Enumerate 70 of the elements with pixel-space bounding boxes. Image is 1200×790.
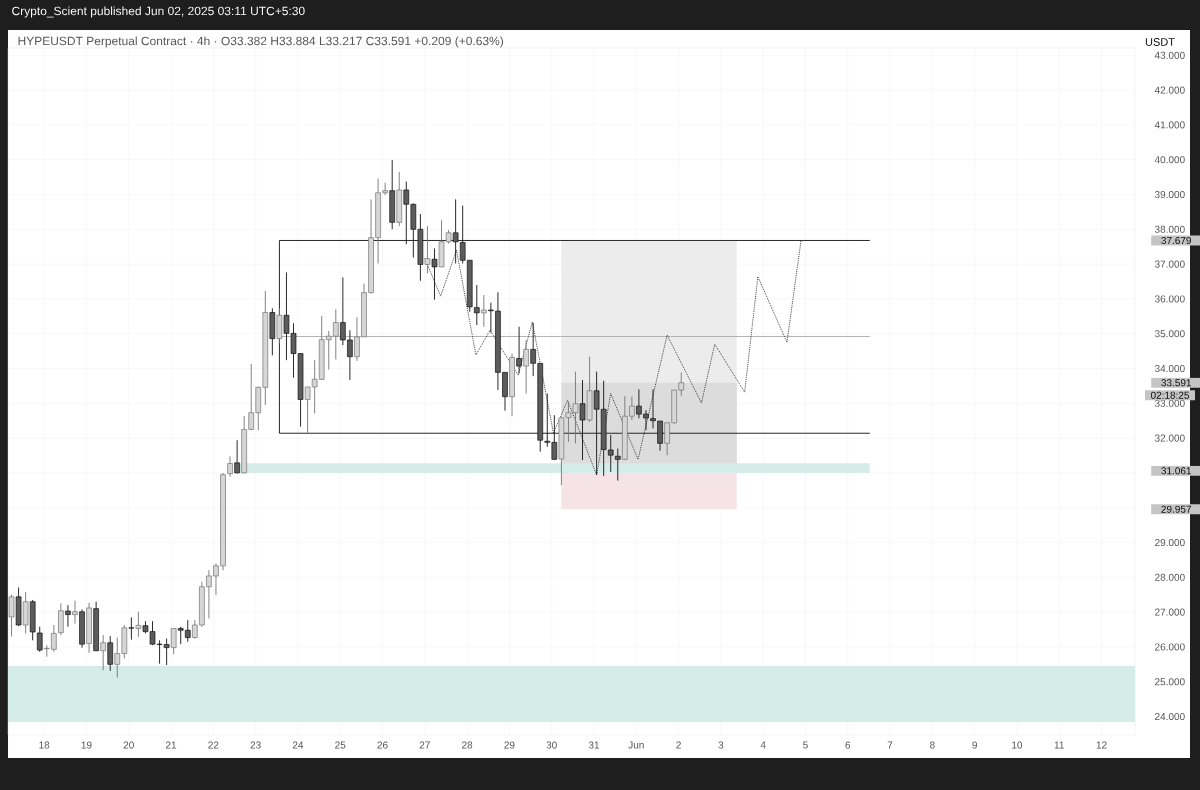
x-tick-label: 26: [377, 741, 388, 749]
candlestick: [227, 455, 233, 478]
y2-tick-label: 37.679: [1161, 236, 1192, 245]
x-tick-label: 22: [208, 741, 219, 749]
x-tick-label: 28: [462, 741, 473, 749]
y-tick-label: 28.000: [1155, 573, 1185, 581]
candlestick: [481, 294, 487, 328]
y-tick-label: 39.000: [1154, 190, 1185, 199]
x-tick-label: 5: [803, 741, 808, 749]
y-tick-label: 37.000: [1154, 260, 1185, 268]
chart-subtitle: Crypto_Scient published Jun 02, 2025 03:11 UTC+5:30: [12, 6, 305, 18]
x-tick-label: 10: [1012, 741, 1023, 749]
x-tick-label: 23: [250, 741, 261, 749]
y-tick-label: 27.000: [1155, 608, 1185, 616]
x-tick-label: 27: [419, 741, 430, 749]
y-tick-label: 42.000: [1154, 86, 1185, 94]
x-tick-label: 18: [39, 741, 50, 749]
candlestick: [135, 611, 142, 638]
x-tick-label: 6: [845, 741, 851, 749]
candlestick: [65, 604, 71, 628]
candlestick: [22, 591, 29, 634]
y-tick-label: 33.000: [1154, 399, 1185, 407]
x-tick-label: 8: [930, 741, 935, 749]
y-tick-label: 43.000: [1154, 51, 1185, 59]
x-tick-label: 7: [887, 741, 893, 749]
candlestick: [276, 307, 283, 344]
y-tick-label: 29.000: [1155, 538, 1185, 547]
candlestick: [58, 602, 64, 636]
candlestick: [128, 616, 135, 641]
candlestick: [614, 448, 621, 482]
text: 02:18:25: [1150, 391, 1190, 399]
y2-tick-label: 31.061: [1161, 467, 1192, 475]
y2-tick-label: 33.591: [1161, 379, 1192, 387]
x-tick-label: 2: [676, 741, 681, 749]
y-tick-label: 36.000: [1154, 295, 1185, 303]
chart-title: HYPEUSDT Perpetual Contract · 4h · O33.382 H33.884 L33.217 C33.591 +0.209 (+0.63%): [18, 36, 504, 48]
x-tick-label: 25: [335, 741, 346, 749]
y-tick-label: 26.000: [1155, 643, 1185, 651]
candlestick: [431, 248, 438, 301]
x-tick-label: 11: [1054, 741, 1064, 749]
y-tick-label: 32.000: [1154, 434, 1185, 442]
candlestick: [72, 600, 78, 625]
y-tick-label: 24.000: [1155, 713, 1185, 721]
x-tick-label: 24: [292, 741, 304, 749]
y-tick-label: 40.000: [1154, 156, 1185, 164]
y-tick-label: 38.000: [1154, 225, 1185, 233]
y-tick-label: 34.000: [1154, 364, 1185, 373]
y2-tick-label: 29.957: [1161, 505, 1191, 513]
x-tick-label: 12: [1096, 741, 1107, 749]
x-tick-label: 21: [165, 741, 177, 749]
x-tick-label: 9: [972, 741, 977, 749]
candlestick: [234, 439, 240, 474]
x-tick-label: 20: [123, 741, 134, 749]
x-tick-label: 29: [504, 741, 515, 749]
x-tick-label: 4: [760, 741, 766, 749]
candlestick: [424, 225, 431, 274]
candlestick: [516, 326, 522, 374]
candlestick: [107, 635, 114, 672]
x-tick-label: Jun: [628, 741, 644, 749]
candlestick: [170, 628, 177, 655]
x-tick-label: 19: [81, 741, 92, 749]
y-tick-label: 41.000: [1154, 121, 1185, 129]
y-tick-label: 35.000: [1154, 330, 1185, 338]
y-tick-label: 25.000: [1155, 678, 1185, 686]
candlestick: [100, 634, 106, 671]
x-tick-label: 31: [588, 741, 600, 749]
y-axis-title: USDT: [1145, 38, 1175, 46]
x-tick-label: 30: [546, 741, 557, 749]
x-tick-label: 3: [718, 741, 724, 749]
candlestick: [523, 339, 529, 395]
